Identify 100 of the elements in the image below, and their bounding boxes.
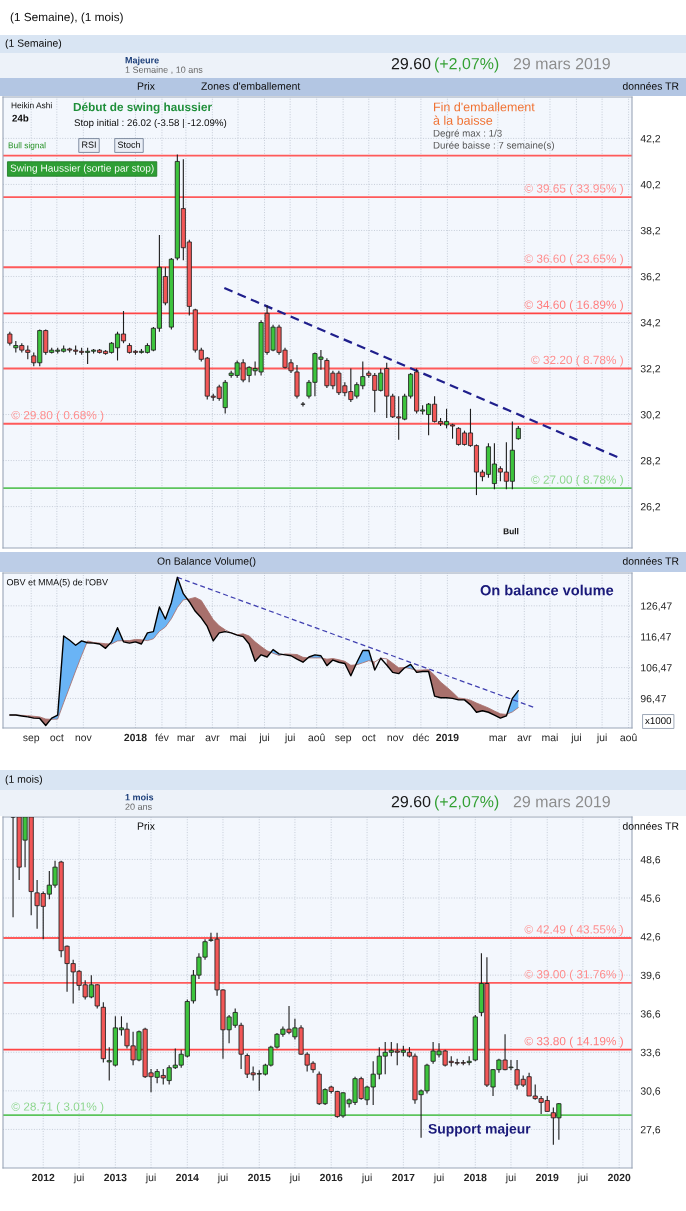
x-tick-label: mai [230,733,246,742]
y-tick-label: 40,2 [640,180,661,190]
x-tick-label: jui [145,1173,156,1184]
text: 20 ans [125,803,152,810]
x-tick-label: aoû [620,733,637,742]
y-tick-label: 116,47 [641,633,671,642]
annotation: Durée baisse : 7 semaine(s) [433,141,554,151]
annotation: Début de swing haussier [73,102,212,114]
annotation: Stoch [117,141,140,148]
chart-title: On Balance Volume() [157,557,256,567]
text: données TR [622,82,679,90]
chart-subtitle: (+2,07%) [434,795,499,811]
text: Prix [137,82,155,90]
y-tick-label: 36,6 [640,1010,661,1019]
ref-line-label: © 32.20 ( 8.78% ) [531,355,623,367]
x-tick-label: oct [50,734,64,742]
chart-title: 29.60 [391,795,431,808]
y-tick-label: 28,2 [640,457,661,466]
y-tick-label: 42,2 [640,134,661,144]
y-tick-label: 48,6 [640,855,661,865]
annotation: données TR [622,822,679,830]
annotation: OBV et MMA(5) de l'OBV [6,578,109,588]
annotation: Fin d'emballement [434,102,535,112]
y-tick-label: 106,47 [641,664,672,673]
annotation: Swing Haussier (sortie par stop) [10,164,154,174]
x-tick-label: jui [289,1173,300,1184]
text: 1 mois [125,793,154,801]
x-tick-label: 2013 [104,1173,127,1182]
y-tick-label: 39,6 [640,971,661,981]
x-tick-label: jui [73,1173,84,1184]
y-tick-label: 34,2 [640,319,661,328]
x-tick-label: 2017 [392,1173,415,1182]
annotation: On balance volume [480,584,614,596]
x-tick-label: jui [596,733,607,744]
text: (1 mois) [5,775,42,785]
text: 29 mars 2019 [513,795,610,808]
x-tick-label: nov [387,735,404,742]
x-tick-label: jui [433,1173,444,1184]
x-tick-label: 2018 [124,733,147,742]
ref-line-label: © 39.00 ( 31.76% ) [524,969,623,981]
x-tick-label: mar [177,735,195,742]
text: x1000 [645,717,672,725]
x-tick-label: jui [577,1173,588,1184]
x-tick-label: mar [489,735,507,742]
x-tick-label: avr [205,735,220,742]
x-tick-label: jui [284,733,295,744]
x-tick-label: oct [362,734,376,742]
annotation: 24b [12,114,29,122]
x-tick-label: jui [259,733,270,744]
y-tick-label: 96,47 [640,694,666,704]
y-tick-label: 32,2 [640,365,661,374]
y-tick-label: 26,2 [640,503,661,512]
x-tick-label: déc [412,733,430,742]
x-tick-label: 2016 [319,1173,343,1182]
annotation: Support majeur [428,1123,531,1137]
text: (1 Semaine) [5,39,62,49]
annotation: RSI [82,141,96,148]
y-tick-label: 27,6 [640,1125,661,1135]
x-tick-label: 2020 [607,1173,631,1182]
x-tick-label: nov [75,735,92,742]
annotation: Bull [503,528,519,535]
x-tick-label: jui [361,1173,372,1184]
x-tick-label: jui [505,1173,516,1184]
x-tick-label: aoû [308,733,325,742]
x-tick-label: 2018 [464,1173,487,1182]
y-tick-label: 45,6 [640,894,661,904]
x-tick-label: avr [517,735,532,742]
x-tick-label: 2019 [436,733,459,742]
x-tick-label: jui [217,1173,228,1184]
y-tick-label: 33,6 [640,1048,661,1058]
ref-line-label: © 42.49 ( 43.55% ) [524,924,623,936]
y-tick-label: 38,2 [640,226,661,236]
x-tick-label: 2014 [176,1173,199,1182]
chart-title: 29.60 [391,57,431,70]
x-tick-label: 2019 [536,1173,559,1182]
annotation: Stop initial : 26.02 (-3.58 | -12.09%) [74,118,227,129]
text: Zones d'emballement [201,82,301,90]
x-tick-label: jui [570,733,581,744]
x-tick-label: 2015 [248,1173,271,1182]
x-tick-label: sep [335,735,352,744]
text: (1 Semaine), (1 mois) [10,12,123,24]
ref-line-label: © 29.80 ( 0.68% ) [11,410,104,422]
text: Majeure [125,56,159,66]
x-tick-label: sep [23,735,40,744]
x-tick-label: mai [542,733,558,742]
text: données TR [622,557,679,565]
text: 29 mars 2019 [513,57,610,70]
x-tick-label: 2012 [31,1173,55,1182]
annotation: Bull signal [8,142,46,150]
chart-subtitle: (+2,07%) [434,57,499,73]
ref-line-label: © 27.00 ( 8.78% ) [531,475,623,487]
x-tick-label: fév [155,733,169,742]
annotation: à la baisse [433,115,493,125]
ref-line-label: © 28.71 ( 3.01% ) [11,1102,104,1114]
ref-line-label: © 39.65 ( 33.95% ) [524,184,623,196]
y-tick-label: 30,6 [640,1087,661,1096]
y-tick-label: 126,47 [641,602,672,611]
text: 1 Semaine , 10 ans [125,66,203,74]
y-tick-label: 36,2 [640,272,661,282]
ref-line-label: © 34.60 ( 16.89% ) [524,300,623,312]
